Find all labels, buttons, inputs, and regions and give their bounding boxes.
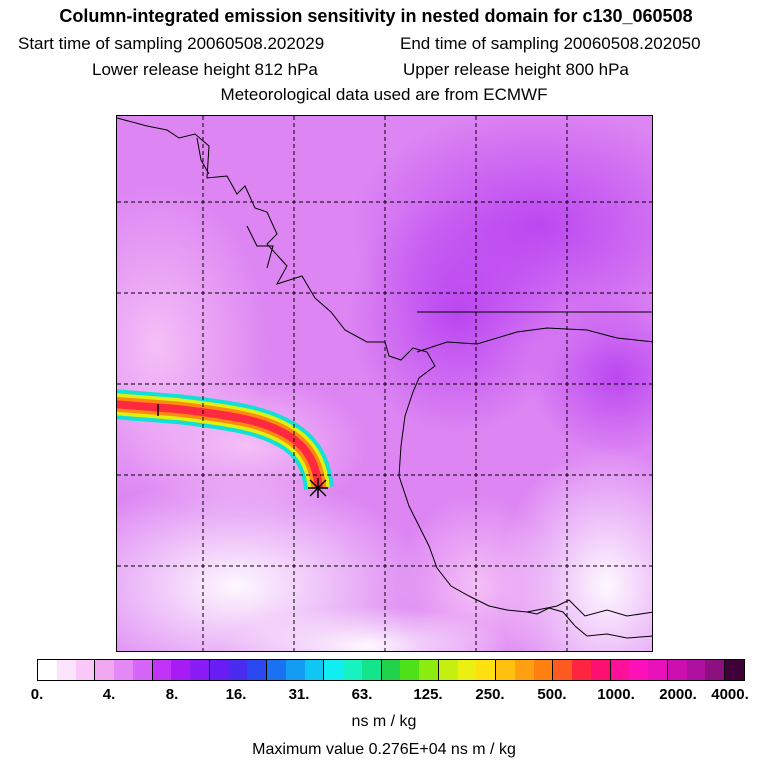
field-white-bottom xyxy=(227,606,507,651)
scale-tick-label: 2000. xyxy=(659,686,697,703)
scale-tick-label: 4. xyxy=(102,686,116,703)
map-grid xyxy=(117,116,652,651)
color-swatch xyxy=(114,660,133,680)
upper-release-label: Upper release height 800 hPa xyxy=(403,60,629,79)
color-swatch xyxy=(75,660,96,680)
color-swatch xyxy=(438,660,458,680)
color-swatch xyxy=(132,660,153,680)
color-swatch xyxy=(285,660,305,680)
plume-core xyxy=(117,400,323,489)
color-swatch xyxy=(496,660,515,680)
color-swatch xyxy=(95,660,114,680)
color-swatch xyxy=(152,660,172,680)
field-high-east xyxy=(527,296,652,456)
color-swatch xyxy=(457,660,477,680)
color-swatch xyxy=(38,660,57,680)
border-line xyxy=(416,327,652,353)
scale-tick-label: 8. xyxy=(165,686,179,703)
color-swatch xyxy=(514,660,534,680)
asterisk-icon xyxy=(308,478,328,498)
sensitivity-map xyxy=(116,115,653,652)
color-swatch xyxy=(419,660,439,680)
color-swatch xyxy=(267,660,286,680)
color-swatch xyxy=(304,660,325,680)
color-swatch xyxy=(400,660,419,680)
scale-tick-label: 4000. xyxy=(711,686,749,703)
start-time-label: Start time of sampling 20060508.202029 xyxy=(18,34,325,53)
color-swatch xyxy=(553,660,572,680)
color-swatch xyxy=(190,660,210,680)
color-swatch xyxy=(324,660,343,680)
color-swatch xyxy=(667,660,687,680)
color-swatch xyxy=(629,660,648,680)
border-south xyxy=(526,599,652,617)
met-data-label: Meteorological data used are from ECMWF xyxy=(220,85,548,104)
color-scale-bar xyxy=(37,659,745,681)
color-swatch xyxy=(381,660,401,680)
scale-tick-label: 125. xyxy=(413,686,443,703)
color-swatch xyxy=(228,660,248,680)
color-swatch xyxy=(572,660,591,680)
color-swatch xyxy=(533,660,554,680)
lower-release-label: Lower release height 812 hPa xyxy=(92,60,318,79)
end-time-label: End time of sampling 20060508.202050 xyxy=(400,34,701,53)
color-swatch xyxy=(590,660,611,680)
units-label: ns m / kg xyxy=(351,713,417,730)
scale-tick-label: 63. xyxy=(351,686,373,703)
scale-tick-label: 0. xyxy=(30,686,44,703)
color-swatch xyxy=(476,660,496,680)
color-swatch xyxy=(686,660,706,680)
color-swatch xyxy=(209,660,229,680)
scale-tick-label: 1000. xyxy=(597,686,635,703)
maximum-value-label: Maximum value 0.276E+04 ns m / kg xyxy=(252,741,516,758)
color-swatch xyxy=(725,660,744,680)
color-swatch xyxy=(648,660,668,680)
map-title: Column-integrated emission sensitivity i… xyxy=(59,6,693,26)
scale-tick-label: 250. xyxy=(475,686,505,703)
coastline-islands xyxy=(196,137,274,269)
field-high-center xyxy=(347,196,567,436)
scale-tick-label: 16. xyxy=(225,686,247,703)
color-swatch xyxy=(705,660,725,680)
color-swatch xyxy=(343,660,362,680)
scale-tick-label: 500. xyxy=(537,686,567,703)
color-swatch xyxy=(56,660,76,680)
color-swatch xyxy=(610,660,630,680)
color-swatch xyxy=(247,660,267,680)
color-swatch xyxy=(171,660,190,680)
scale-tick-label: 31. xyxy=(288,686,310,703)
color-swatch xyxy=(361,660,382,680)
map-canvas xyxy=(117,116,652,651)
